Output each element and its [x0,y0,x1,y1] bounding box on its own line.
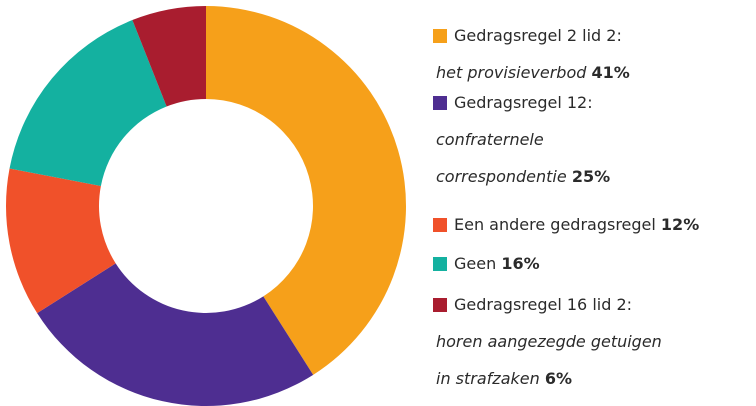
legend-swatch [433,96,447,110]
legend-label-text: Gedragsregel 12: [454,93,593,112]
legend-swatch [433,298,447,312]
legend-label: Gedragsregel 2 lid 2: [454,26,622,45]
legend-swatch [433,218,447,232]
legend-label: correspondentie 25% [436,167,610,186]
legend-label-text: Geen [454,254,496,273]
donut-slice [206,6,406,375]
legend-label: Een andere gedragsregel 12% [454,215,699,234]
legend-label-text: horen aangezegde getuigen [436,332,662,351]
legend-label: Geen 16% [454,254,540,273]
legend-label: het provisieverbod 41% [436,63,630,82]
legend-value: 25% [572,167,610,186]
legend-label-text: het provisieverbod [436,63,587,82]
donut-slice [132,6,206,107]
legend-value: 41% [592,63,630,82]
legend-label-text: in strafzaken [436,369,540,388]
donut-slice [9,20,167,186]
legend-label-text: Een andere gedragsregel [454,215,656,234]
legend-value: 16% [501,254,539,273]
legend-label: Gedragsregel 12: [454,93,593,112]
donut-slice [37,263,314,406]
legend-value: 12% [661,215,699,234]
legend-label-text: Gedragsregel 16 lid 2: [454,295,632,314]
legend-label-text: confraternele [436,130,544,149]
legend-swatch [433,29,447,43]
legend-label: in strafzaken 6% [436,369,572,388]
legend-label-text: correspondentie [436,167,567,186]
legend-value: 6% [545,369,572,388]
donut-slice [6,168,116,314]
legend-label: confraternele [436,130,544,149]
legend-label: Gedragsregel 16 lid 2: [454,295,632,314]
legend-swatch [433,257,447,271]
legend-label-text: Gedragsregel 2 lid 2: [454,26,622,45]
legend-label: horen aangezegde getuigen [436,332,662,351]
